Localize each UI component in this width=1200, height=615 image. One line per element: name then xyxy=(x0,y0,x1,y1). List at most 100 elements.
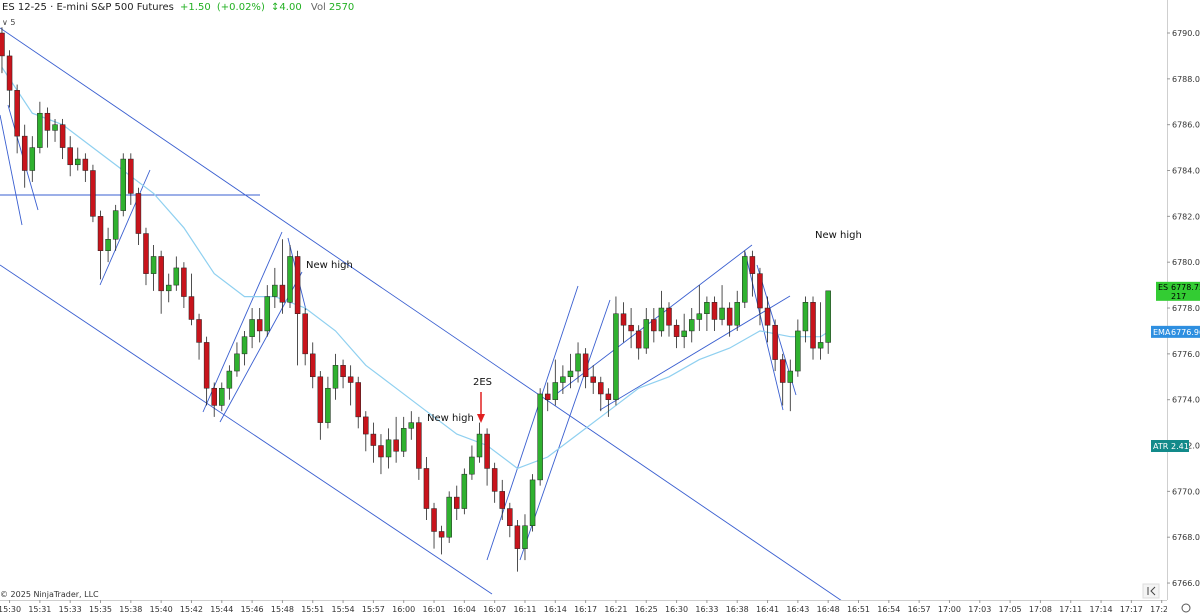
x-tick-label: 16:48 xyxy=(817,605,840,614)
candle-body xyxy=(658,307,665,332)
candle-body xyxy=(499,491,505,509)
y-tick-label: 6786.00 xyxy=(1172,121,1200,130)
candle-body xyxy=(552,382,559,400)
candle-body xyxy=(476,433,483,458)
candle-body xyxy=(241,336,248,355)
annotation: New high xyxy=(427,413,474,424)
candle-body xyxy=(59,124,66,148)
candle-body xyxy=(438,531,445,538)
x-tick-label: 16:41 xyxy=(756,605,779,614)
candle-body xyxy=(772,324,778,360)
candle-body xyxy=(544,393,551,400)
candle-body xyxy=(507,508,513,526)
x-tick-label: 15:51 xyxy=(301,605,324,614)
x-tick-label: 15:30 xyxy=(0,605,21,614)
x-tick-label: 16:54 xyxy=(877,605,900,614)
settings-icon[interactable] xyxy=(1181,603,1191,613)
candle-body xyxy=(264,296,271,332)
x-tick-label: 17:00 xyxy=(938,605,961,614)
y-tick-label: 6770.00 xyxy=(1172,487,1200,496)
candle-body xyxy=(150,256,157,274)
candle-body xyxy=(825,290,831,343)
candle-body xyxy=(734,302,740,326)
candle-body xyxy=(704,302,710,315)
candle-body xyxy=(0,32,5,57)
candle-body xyxy=(309,353,316,378)
change: +1.50 xyxy=(180,2,211,13)
last-price-badge xyxy=(1156,281,1200,301)
bar-count: 217 xyxy=(1171,292,1186,301)
candle-body xyxy=(726,307,733,326)
x-tick-label: 16:04 xyxy=(453,605,476,614)
candle-body xyxy=(681,330,687,337)
candle-body xyxy=(112,210,119,240)
candle-body xyxy=(234,353,240,372)
x-tick-label: 15:33 xyxy=(59,605,82,614)
candle-body xyxy=(355,382,361,418)
candle-body xyxy=(688,319,695,332)
candle-body xyxy=(643,319,650,349)
x-tick-label: 16:57 xyxy=(908,605,931,614)
candle-body xyxy=(128,158,134,194)
x-tick-label: 16:38 xyxy=(726,605,749,614)
candle-body xyxy=(332,365,339,389)
candle-body xyxy=(757,273,763,309)
x-tick-label: 15:38 xyxy=(119,605,142,614)
x-tick-label: 15:44 xyxy=(210,605,233,614)
ema-line xyxy=(1,67,829,470)
candle-body xyxy=(347,376,354,383)
candle-body xyxy=(378,445,384,458)
annotations: New high New high 2ES New high xyxy=(306,230,862,424)
candle-body xyxy=(82,158,89,171)
candle-body xyxy=(90,170,96,217)
range-value: 4.00 xyxy=(279,2,302,13)
candles xyxy=(0,27,831,572)
candle-body xyxy=(6,55,13,91)
candle-body xyxy=(764,307,771,326)
x-tick-label: 16:07 xyxy=(483,605,506,614)
y-tick-label: 6768.00 xyxy=(1172,533,1200,542)
candle-body xyxy=(711,302,718,320)
y-tick-label: 6788.00 xyxy=(1172,75,1200,84)
x-tick-label: 17:17 xyxy=(1120,605,1143,614)
trend-line xyxy=(599,295,791,411)
candle-body xyxy=(590,376,596,383)
candle-body xyxy=(67,147,73,166)
candle-body xyxy=(628,324,634,332)
x-tick-label: 15:35 xyxy=(89,605,112,614)
candle-body xyxy=(75,158,81,166)
time-axis: 15:30 15:31 15:33 15:35 15:38 15:40 15:42 15:44… xyxy=(0,600,1167,614)
candle-body xyxy=(120,158,126,211)
nav-icons xyxy=(1142,583,1191,613)
candle-body xyxy=(385,439,392,458)
range: ↕4.00 xyxy=(271,2,302,13)
candle-body xyxy=(719,307,725,320)
x-tick-label: 15:57 xyxy=(362,605,385,614)
candle-body xyxy=(294,256,301,315)
ema-value: 6776.96 xyxy=(1171,328,1200,337)
candle-body xyxy=(196,319,202,343)
x-tick-label: 16:14 xyxy=(544,605,567,614)
y-tick-label: 6776.00 xyxy=(1172,350,1200,359)
y-tick-label: 6790.00 xyxy=(1172,29,1200,38)
candle-body xyxy=(158,256,164,292)
volume-label: Vol xyxy=(310,2,326,13)
x-tick-label: 16:25 xyxy=(635,605,658,614)
trend-line xyxy=(0,27,842,600)
candle-body xyxy=(598,382,604,395)
candle-body xyxy=(256,319,263,332)
candle-body xyxy=(226,370,233,389)
interval-selector[interactable]: ∨ 5 xyxy=(2,18,16,27)
candle-body xyxy=(529,479,536,526)
interval: 5 xyxy=(10,18,16,27)
annotation: 2ES xyxy=(473,377,492,388)
candle-body xyxy=(696,313,703,320)
candle-body xyxy=(514,525,521,549)
candle-body xyxy=(203,342,210,389)
candle-body xyxy=(575,353,581,372)
x-tick-label: 16:11 xyxy=(513,605,536,614)
candle-body xyxy=(37,112,43,148)
candle-body xyxy=(408,422,415,429)
trend-line xyxy=(0,114,23,226)
